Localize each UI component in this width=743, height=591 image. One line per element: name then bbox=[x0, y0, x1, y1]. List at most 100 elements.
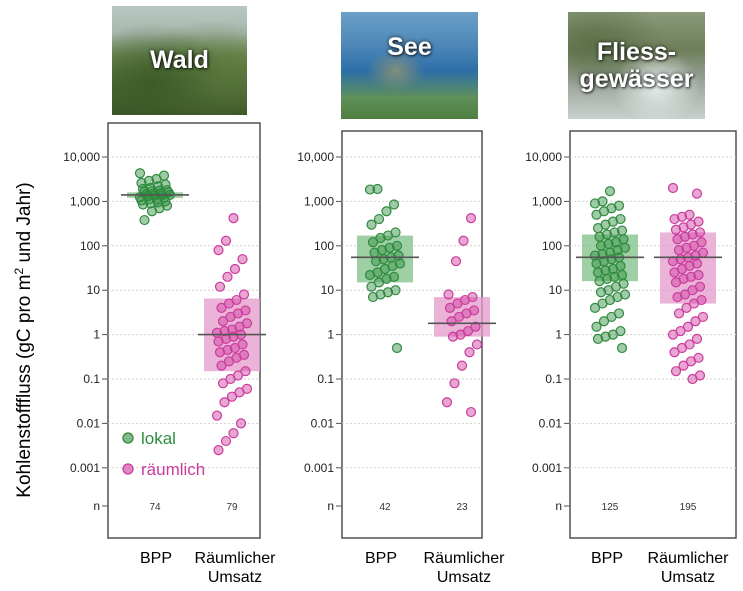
category-turnover-see: Räumlicher Umsatz bbox=[409, 549, 519, 587]
turnover-point bbox=[688, 240, 700, 251]
bpp-point bbox=[373, 277, 385, 288]
turnover-point bbox=[682, 321, 694, 332]
turnover-point bbox=[697, 311, 709, 323]
y-tick-label: 0.01 bbox=[311, 416, 335, 430]
bpp-point bbox=[607, 329, 619, 340]
bpp-point bbox=[375, 289, 386, 300]
turnover-point bbox=[688, 298, 700, 309]
bpp-point bbox=[609, 271, 620, 282]
y-tick-label: 0.001 bbox=[304, 461, 334, 475]
category-turnover-line2: Umsatz bbox=[436, 569, 492, 586]
n-count-label: 23 bbox=[456, 502, 468, 513]
turnover-point bbox=[678, 360, 689, 371]
turnover-point bbox=[240, 366, 251, 377]
bpp-point bbox=[591, 209, 602, 220]
turnover-point bbox=[214, 347, 226, 358]
turnover-point bbox=[219, 325, 230, 337]
turnover-point bbox=[225, 311, 236, 323]
turnover-point bbox=[676, 342, 688, 354]
turnover-point bbox=[465, 213, 477, 224]
bpp-point bbox=[364, 184, 376, 195]
turnover-point bbox=[693, 269, 704, 281]
turnover-point bbox=[211, 327, 223, 338]
turnover-point bbox=[667, 329, 679, 340]
turnover-point bbox=[673, 245, 685, 256]
bpp-point bbox=[146, 206, 158, 217]
turnover-point bbox=[223, 356, 235, 367]
bpp-point bbox=[592, 223, 604, 234]
turnover-point bbox=[234, 321, 245, 332]
turnover-point bbox=[228, 428, 239, 439]
turnover-point bbox=[455, 329, 466, 340]
bpp-point bbox=[382, 230, 394, 241]
turnover-point bbox=[222, 271, 233, 282]
turnover-point bbox=[211, 410, 223, 421]
turnover-point bbox=[213, 245, 224, 256]
bpp-point bbox=[594, 276, 605, 287]
bpp-point bbox=[384, 242, 395, 253]
bpp-point bbox=[589, 198, 601, 209]
bpp-point bbox=[594, 231, 605, 242]
turnover-point bbox=[672, 234, 683, 245]
legend-spatial-label: räumlich bbox=[141, 460, 205, 479]
turnover-point bbox=[673, 308, 685, 319]
turnover-point bbox=[443, 289, 454, 300]
y-tick-label: 1,000 bbox=[304, 194, 334, 208]
bpp-point bbox=[137, 199, 149, 210]
turnover-point bbox=[669, 213, 680, 225]
turnover-point bbox=[238, 289, 250, 300]
category-turnover-line2: Umsatz bbox=[660, 569, 716, 586]
turnover-point bbox=[228, 213, 239, 224]
y-tick-label: 10,000 bbox=[297, 150, 334, 164]
turnover-point bbox=[685, 271, 697, 282]
bpp-point bbox=[364, 269, 376, 281]
turnover-point bbox=[464, 347, 475, 358]
y-tick-label: 0.1 bbox=[83, 372, 100, 386]
bpp-point bbox=[598, 316, 610, 327]
y-tick-label: n bbox=[327, 499, 334, 513]
turnover-point bbox=[229, 342, 241, 354]
category-turnover-line1: Räumlicher bbox=[647, 550, 729, 567]
bpp-point bbox=[591, 258, 602, 269]
bpp-point bbox=[597, 298, 608, 309]
turnover-point bbox=[694, 227, 706, 238]
turnover-point bbox=[217, 316, 229, 327]
category-turnover-line1: Räumlicher bbox=[423, 550, 505, 567]
turnover-point bbox=[687, 229, 698, 240]
bpp-point bbox=[366, 281, 377, 292]
turnover-point bbox=[672, 291, 683, 303]
bpp-point bbox=[610, 237, 622, 248]
y-tick-label: 1,000 bbox=[70, 194, 100, 208]
bpp-point bbox=[589, 302, 601, 313]
bpp-point bbox=[369, 247, 380, 258]
y-tick-label: 10 bbox=[321, 283, 335, 297]
turnover-point bbox=[669, 267, 680, 278]
turnover-point bbox=[223, 298, 235, 309]
bpp-point bbox=[372, 267, 383, 278]
bpp-point bbox=[136, 177, 147, 189]
y-tick-label: 1 bbox=[93, 328, 100, 342]
y-tick-label: 10,000 bbox=[525, 150, 562, 164]
y-tick-label: 10 bbox=[87, 283, 101, 297]
y-tick-label: 100 bbox=[80, 239, 100, 253]
turnover-point bbox=[681, 302, 692, 313]
bpp-point bbox=[391, 240, 403, 251]
forest-photo: Wald bbox=[112, 6, 247, 115]
n-count-label: 42 bbox=[379, 502, 391, 513]
panel-title-fliessgewaesser: Fliess- gewässer bbox=[579, 38, 694, 93]
category-turnover-line1: Räumlicher bbox=[194, 550, 276, 567]
bpp-point bbox=[603, 285, 614, 296]
y-tick-label: 10 bbox=[549, 283, 563, 297]
bpp-point bbox=[381, 206, 392, 217]
legend-spatial-marker bbox=[122, 463, 134, 475]
bpp-point bbox=[375, 232, 386, 244]
panel-title-line-2: gewässer bbox=[579, 64, 694, 93]
turnover-point bbox=[685, 356, 697, 367]
category-turnover-stream: Räumlicher Umsatz bbox=[633, 549, 743, 587]
turnover-point bbox=[449, 378, 460, 389]
y-tick-label: 100 bbox=[314, 239, 334, 253]
turnover-point bbox=[220, 435, 232, 447]
turnover-point bbox=[676, 211, 688, 222]
bpp-point bbox=[367, 291, 379, 303]
lake-photo: See bbox=[341, 12, 478, 119]
